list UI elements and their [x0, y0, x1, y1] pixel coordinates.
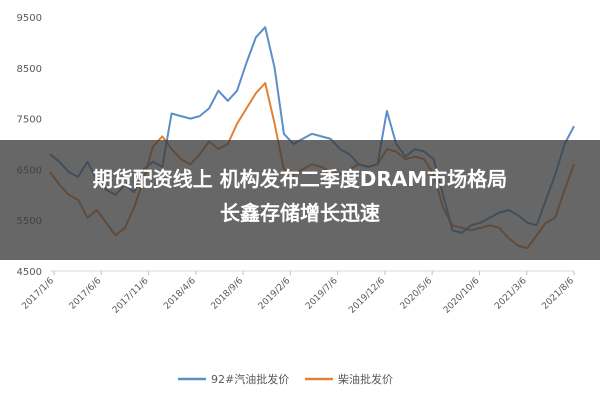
y-tick-label: 8500 [17, 64, 42, 75]
y-tick-label: 4500 [17, 267, 42, 278]
y-tick-label: 9500 [17, 13, 42, 24]
x-tick-label: 2017/1/6 [20, 276, 56, 312]
x-tick-label: 2018/4/6 [162, 276, 198, 312]
x-tick-label: 2019/2/6 [257, 276, 293, 312]
headline: 期货配资线上 机构发布二季度DRAM市场格局 长鑫存储增长迅速 [0, 162, 600, 230]
x-tick-label: 2019/12/6 [347, 276, 387, 316]
x-tick-label: 2021/3/6 [493, 276, 529, 312]
x-tick-label: 2019/7/6 [304, 276, 340, 312]
x-tick-label: 2021/8/6 [540, 276, 576, 312]
headline-overlay [0, 140, 600, 260]
headline-line-1: 期货配资线上 机构发布二季度DRAM市场格局 [92, 167, 508, 191]
legend-label: 92#汽油批发价 [211, 372, 289, 386]
legend: 92#汽油批发价 柴油批发价 [178, 372, 393, 386]
legend-label: 柴油批发价 [338, 372, 393, 386]
y-tick-label: 7500 [17, 115, 42, 126]
x-tick-label: 2017/6/6 [68, 276, 104, 312]
headline-line-2: 长鑫存储增长迅速 [220, 201, 380, 225]
x-tick-label: 2017/11/6 [111, 276, 151, 316]
x-tick-label: 2020/10/6 [442, 276, 482, 316]
x-tick-label: 2020/5/6 [399, 276, 435, 312]
x-tick-label: 2018/9/6 [210, 276, 246, 312]
x-axis: 2017/1/6 2017/6/6 2017/11/6 2018/4/6 2018/9/… [20, 270, 576, 316]
